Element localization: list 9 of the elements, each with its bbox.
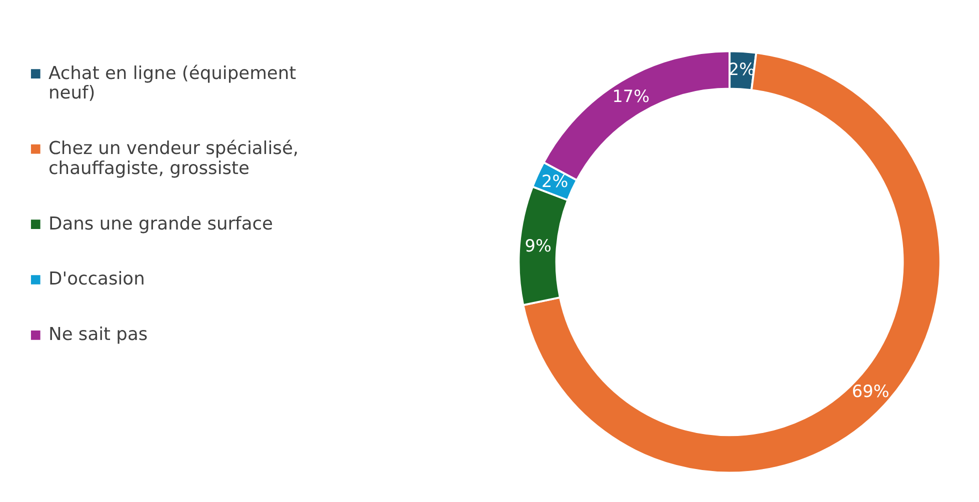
data-label: 69% <box>852 381 890 402</box>
data-label: 2% <box>542 171 568 192</box>
data-label: 17% <box>612 86 650 106</box>
legend-label: D'occasion <box>48 268 145 290</box>
data-label: 9% <box>524 236 552 256</box>
legend-label: Dans une grande surface <box>48 213 273 234</box>
legend-label: Ne sait pas <box>48 324 148 346</box>
legend-label: Chez un vendeur spécialisé, chauffagiste, grossiste <box>48 138 299 179</box>
legend-label: Achat en ligne (équipement neuf) <box>48 62 296 104</box>
